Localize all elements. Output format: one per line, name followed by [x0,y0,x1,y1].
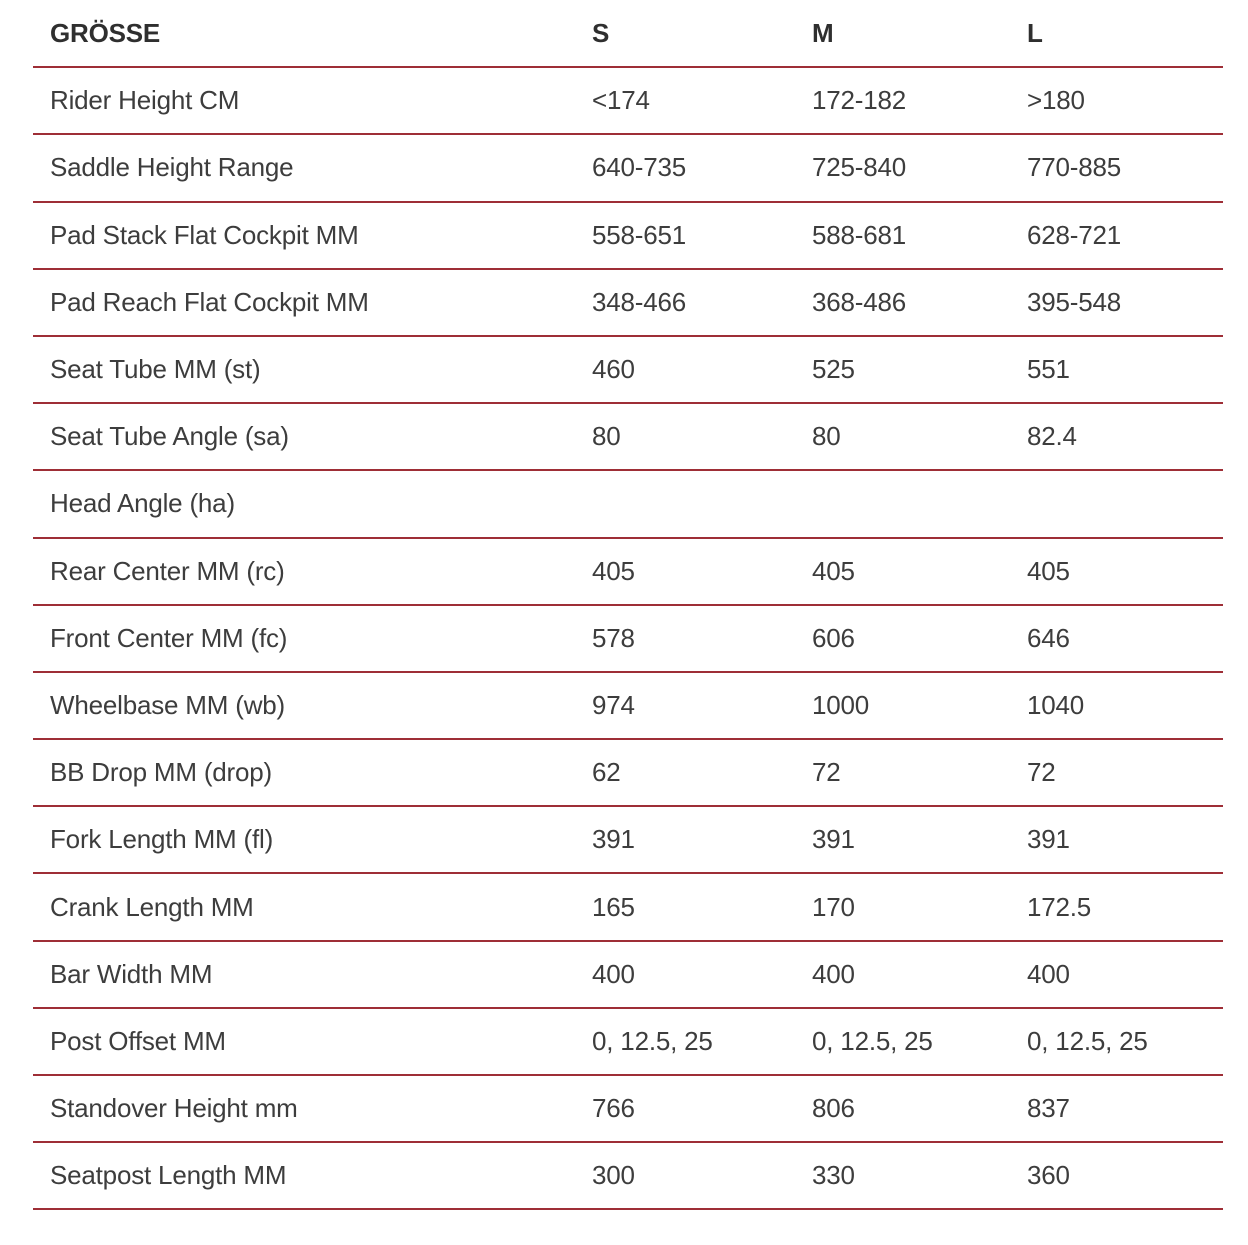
row-label: BB Drop MM (drop) [33,739,575,808]
cell-value: 391 [1010,806,1223,875]
table-row: Fork Length MM (fl) 391 391 391 [33,806,1223,875]
row-label: Fork Length MM (fl) [33,806,575,875]
cell-value [1010,470,1223,539]
cell-value: 368-486 [795,268,1010,337]
cell-value: 405 [575,537,795,606]
cell-value: 72 [1010,739,1223,808]
cell-value: 170 [795,873,1010,942]
table-header: GRÖSSE S M L [33,0,1223,69]
row-label: Seat Tube MM (st) [33,335,575,405]
cell-value: 1000 [795,671,1010,741]
cell-value: 606 [795,604,1010,673]
cell-value: 558-651 [575,201,795,270]
row-label: Bar Width MM [33,940,575,1009]
row-label: Rear Center MM (rc) [33,537,575,606]
cell-value: 72 [795,739,1010,808]
row-label: Post Offset MM [33,1007,575,1077]
cell-value: 172.5 [1010,873,1223,942]
table-row: Seatpost Length MM 300 330 360 [33,1142,1223,1211]
cell-value: 646 [1010,604,1223,673]
cell-value: 405 [795,537,1010,606]
cell-value: 300 [575,1142,795,1211]
cell-value: 405 [1010,537,1223,606]
cell-value: 400 [795,940,1010,1009]
cell-value: 837 [1010,1075,1223,1144]
cell-value: <174 [575,67,795,136]
header-size-m: M [795,0,1010,69]
table-row: Crank Length MM 165 170 172.5 [33,873,1223,942]
cell-value: 400 [575,940,795,1009]
cell-value: 0, 12.5, 25 [1010,1007,1223,1077]
row-label: Pad Stack Flat Cockpit MM [33,201,575,270]
cell-value: 628-721 [1010,201,1223,270]
cell-value: 80 [795,403,1010,472]
table-row: Post Offset MM 0, 12.5, 25 0, 12.5, 25 0, 1… [33,1007,1223,1077]
cell-value: 588-681 [795,201,1010,270]
header-size-s: S [575,0,795,69]
table-row: Pad Reach Flat Cockpit MM 348-466 368-486 3… [33,268,1223,337]
cell-value: 395-548 [1010,268,1223,337]
table-body: Rider Height CM <174 172-182 >180 Saddle Hei… [33,67,1223,1211]
cell-value: 391 [795,806,1010,875]
row-label: Saddle Height Range [33,134,575,203]
table-row: Seat Tube MM (st) 460 525 551 [33,335,1223,405]
cell-value: 0, 12.5, 25 [575,1007,795,1077]
header-groesse: GRÖSSE [33,0,575,69]
row-label: Crank Length MM [33,873,575,942]
header-row: GRÖSSE S M L [33,0,1223,69]
cell-value: 172-182 [795,67,1010,136]
cell-value: 766 [575,1075,795,1144]
cell-value: 391 [575,806,795,875]
cell-value: 62 [575,739,795,808]
table-row: BB Drop MM (drop) 62 72 72 [33,739,1223,808]
cell-value: 360 [1010,1142,1223,1211]
row-label: Pad Reach Flat Cockpit MM [33,268,575,337]
table-row: Front Center MM (fc) 578 606 646 [33,604,1223,673]
table-row: Wheelbase MM (wb) 974 1000 1040 [33,671,1223,741]
cell-value: 165 [575,873,795,942]
cell-value: 82.4 [1010,403,1223,472]
cell-value: 974 [575,671,795,741]
row-label: Rider Height CM [33,67,575,136]
row-label: Seat Tube Angle (sa) [33,403,575,472]
row-label: Standover Height mm [33,1075,575,1144]
table-row: Rear Center MM (rc) 405 405 405 [33,537,1223,606]
cell-value: 1040 [1010,671,1223,741]
cell-value: 80 [575,403,795,472]
cell-value: 578 [575,604,795,673]
cell-value: 725-840 [795,134,1010,203]
table-row: Seat Tube Angle (sa) 80 80 82.4 [33,403,1223,472]
table-row: Bar Width MM 400 400 400 [33,940,1223,1009]
cell-value: 348-466 [575,268,795,337]
size-geometry-table: GRÖSSE S M L Rider Height CM <174 172-182 >… [33,0,1223,1211]
table-row: Standover Height mm 766 806 837 [33,1075,1223,1144]
row-label: Seatpost Length MM [33,1142,575,1211]
cell-value: 400 [1010,940,1223,1009]
cell-value: 770-885 [1010,134,1223,203]
row-label: Wheelbase MM (wb) [33,671,575,741]
cell-value: 640-735 [575,134,795,203]
cell-value [795,470,1010,539]
cell-value: 460 [575,335,795,405]
cell-value: 551 [1010,335,1223,405]
table-row: Rider Height CM <174 172-182 >180 [33,67,1223,136]
cell-value: 0, 12.5, 25 [795,1007,1010,1077]
cell-value: 806 [795,1075,1010,1144]
cell-value: 525 [795,335,1010,405]
cell-value: >180 [1010,67,1223,136]
row-label: Head Angle (ha) [33,470,575,539]
cell-value [575,470,795,539]
row-label: Front Center MM (fc) [33,604,575,673]
header-size-l: L [1010,0,1223,69]
table-row: Pad Stack Flat Cockpit MM 558-651 588-681 6… [33,201,1223,270]
cell-value: 330 [795,1142,1010,1211]
table-row: Saddle Height Range 640-735 725-840 770-885 [33,134,1223,203]
table-row: Head Angle (ha) [33,470,1223,539]
